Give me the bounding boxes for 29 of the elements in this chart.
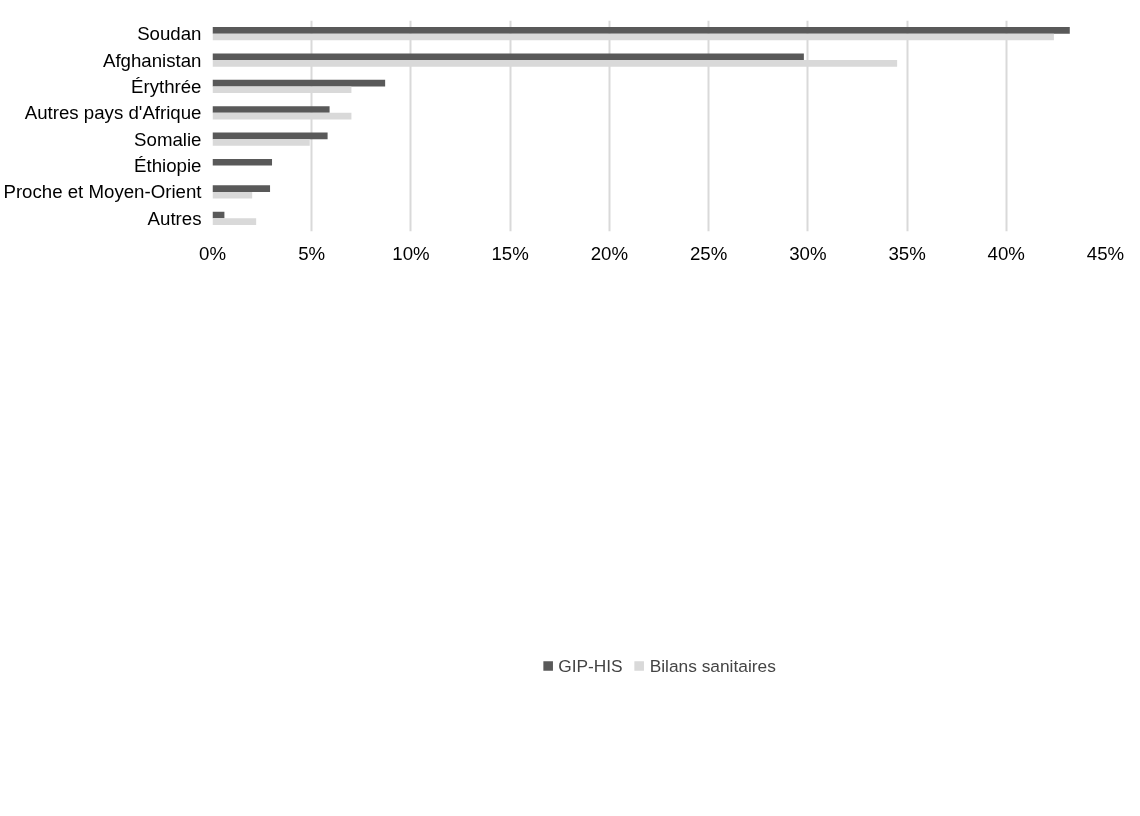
bar <box>212 185 271 192</box>
x-tick-label: 10% <box>392 242 430 264</box>
x-tick-label: 40% <box>987 242 1025 264</box>
bar <box>212 132 328 140</box>
bar <box>212 27 1070 34</box>
bar <box>212 79 386 87</box>
y-tick-label: Éthiopie <box>134 155 202 177</box>
y-tick-label: Autres pays d'Afrique <box>24 102 202 124</box>
legend-label: GIP-HIS <box>558 655 623 677</box>
x-tick-label: 45% <box>1086 242 1125 264</box>
bar <box>212 191 253 199</box>
y-tick-label: Afghanistan <box>102 49 202 71</box>
x-tick-label: 5% <box>298 242 326 264</box>
y-tick-label: Autres <box>147 207 202 229</box>
x-tick-label: 15% <box>491 242 529 264</box>
legend-label: Bilans sanitaires <box>649 655 776 677</box>
x-tick-label: 0% <box>199 242 226 264</box>
y-tick-label: Somalie <box>134 128 202 150</box>
bar <box>212 218 257 225</box>
y-tick-label: Soudan <box>137 23 202 45</box>
x-tick-label: 20% <box>590 242 629 264</box>
y-tick-label: Proche et Moyen-Orient <box>3 181 203 203</box>
x-tick-label: 35% <box>888 242 926 264</box>
x-tick-label: 30% <box>789 242 827 264</box>
y-tick-label: Érythrée <box>130 75 202 97</box>
x-tick-label: 25% <box>689 242 728 264</box>
bar <box>212 158 273 166</box>
bar <box>212 53 804 61</box>
bar <box>212 106 330 113</box>
